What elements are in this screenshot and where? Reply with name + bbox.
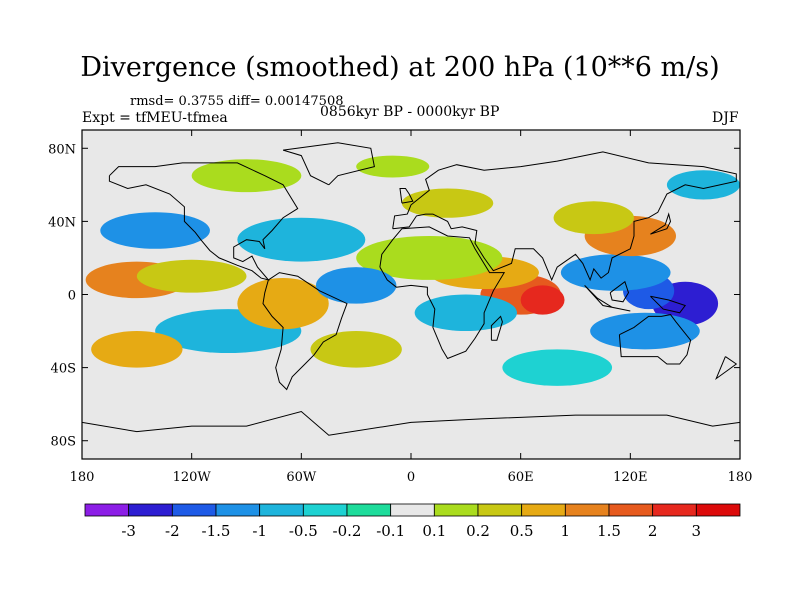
colorbar-box-9 <box>477 503 523 517</box>
contour-blob-10 <box>356 236 503 280</box>
contour-blob-7 <box>520 285 565 315</box>
colorbar-label-11: 1.5 <box>597 522 621 540</box>
x-tick-label-0: 180 <box>70 470 95 485</box>
colorbar-label-7: 0.1 <box>422 522 446 540</box>
contour-blob-22 <box>310 331 402 368</box>
x-axis-labels: 180 120W 60W 0 60E 120E 180 <box>70 470 753 485</box>
contour-blob-9 <box>414 294 518 332</box>
x-tick-label-5: 120E <box>613 470 647 485</box>
colorbar-box-11 <box>564 503 610 517</box>
contour-blob-21 <box>666 170 740 200</box>
x-tick-label-4: 60E <box>508 470 534 485</box>
season-text: DJF <box>712 110 739 126</box>
contour-blob-23 <box>502 349 613 386</box>
colorbar-box-3 <box>215 503 261 517</box>
x-tick-label-3: 0 <box>407 470 415 485</box>
contour-blob-20 <box>356 155 430 178</box>
coastline-madagascar <box>490 315 503 341</box>
colorbar-label-0: -3 <box>121 522 136 540</box>
colorbar-box-1 <box>128 503 173 517</box>
coastline-greenland <box>282 142 375 186</box>
contour-blob-2 <box>560 254 671 291</box>
contour-blob-24 <box>91 331 183 368</box>
colorbar-label-12: 2 <box>648 522 658 540</box>
contour-blob-19 <box>191 159 302 193</box>
coastline-eurasia <box>392 151 737 282</box>
contour-blob-14 <box>100 212 210 249</box>
colorbar-box-10 <box>521 503 566 517</box>
colorbar-box-13 <box>652 503 697 517</box>
x-tick-label-1: 120W <box>173 470 212 485</box>
colorbar-labels: -3 -2 -1.5 -1 -0.5 -0.2 -0.1 0.1 0.2 0.5 1 1.5 2 3 <box>121 522 701 540</box>
colorbar-label-4: -0.5 <box>289 522 318 540</box>
colorbar <box>84 503 741 517</box>
colorbar-box-14 <box>695 503 741 517</box>
y-tick-label-4: 80S <box>51 435 76 450</box>
coastline-japan <box>650 212 672 235</box>
contour-blob-17 <box>315 267 397 304</box>
y-tick-label-2: 0 <box>68 289 76 304</box>
colorbar-box-0 <box>84 503 130 517</box>
colorbar-label-6: -0.1 <box>376 522 405 540</box>
colorbar-box-6 <box>346 503 392 517</box>
coastline-south-america <box>262 272 348 391</box>
contour-blob-12 <box>136 259 247 293</box>
coastline-australia <box>618 314 692 365</box>
y-axis-labels: 80N 40N 0 40S 80S <box>48 142 76 449</box>
coastline-africa <box>379 226 506 360</box>
x-tick-label-6: 180 <box>728 470 753 485</box>
y-tick-label-3: 40S <box>51 362 76 377</box>
coastline-uk <box>399 188 414 204</box>
colorbar-box-12 <box>608 503 654 517</box>
colorbar-label-1: -2 <box>165 522 180 540</box>
colorbar-box-2 <box>171 503 217 517</box>
coastline-antarctica <box>82 410 740 436</box>
coastline-new-guinea <box>650 295 687 314</box>
chart-title: Divergence (smoothed) at 200 hPa (10**6 … <box>80 52 720 83</box>
y-tick-label-0: 80N <box>48 142 76 157</box>
coastline-indonesia <box>584 285 631 312</box>
axis-ticks <box>81 130 741 459</box>
period-text: 0856kyr BP - 0000kyr BP <box>320 104 500 120</box>
coastline-borneo <box>609 280 630 303</box>
colorbar-label-3: -1 <box>252 522 267 540</box>
colorbar-box-7 <box>390 503 435 517</box>
colorbar-label-13: 3 <box>692 522 702 540</box>
coastline-north-america <box>108 162 299 281</box>
stats-text: rmsd= 0.3755 diff= 0.00147508 <box>130 94 344 109</box>
colorbar-label-5: -0.2 <box>333 522 362 540</box>
colorbar-box-5 <box>302 503 348 517</box>
contour-blob-15 <box>237 217 366 262</box>
colorbar-label-10: 1 <box>561 522 571 540</box>
contour-blob-3 <box>590 312 700 350</box>
contour-blob-16 <box>237 278 329 330</box>
x-tick-label-2: 60W <box>286 470 317 485</box>
colorbar-label-9: 0.5 <box>510 522 534 540</box>
colorbar-label-8: 0.2 <box>466 522 490 540</box>
experiment-text: Expt = tfMEU-tfmea <box>82 110 228 126</box>
colorbar-label-2: -1.5 <box>202 522 231 540</box>
coastline-layer <box>82 142 740 436</box>
coastline-new-zealand <box>715 356 738 381</box>
contour-blob-5 <box>553 201 634 235</box>
contour-blob-18 <box>401 188 494 218</box>
colorbar-box-8 <box>433 503 479 517</box>
colorbar-box-4 <box>259 503 304 517</box>
y-tick-label-1: 40N <box>48 215 76 230</box>
